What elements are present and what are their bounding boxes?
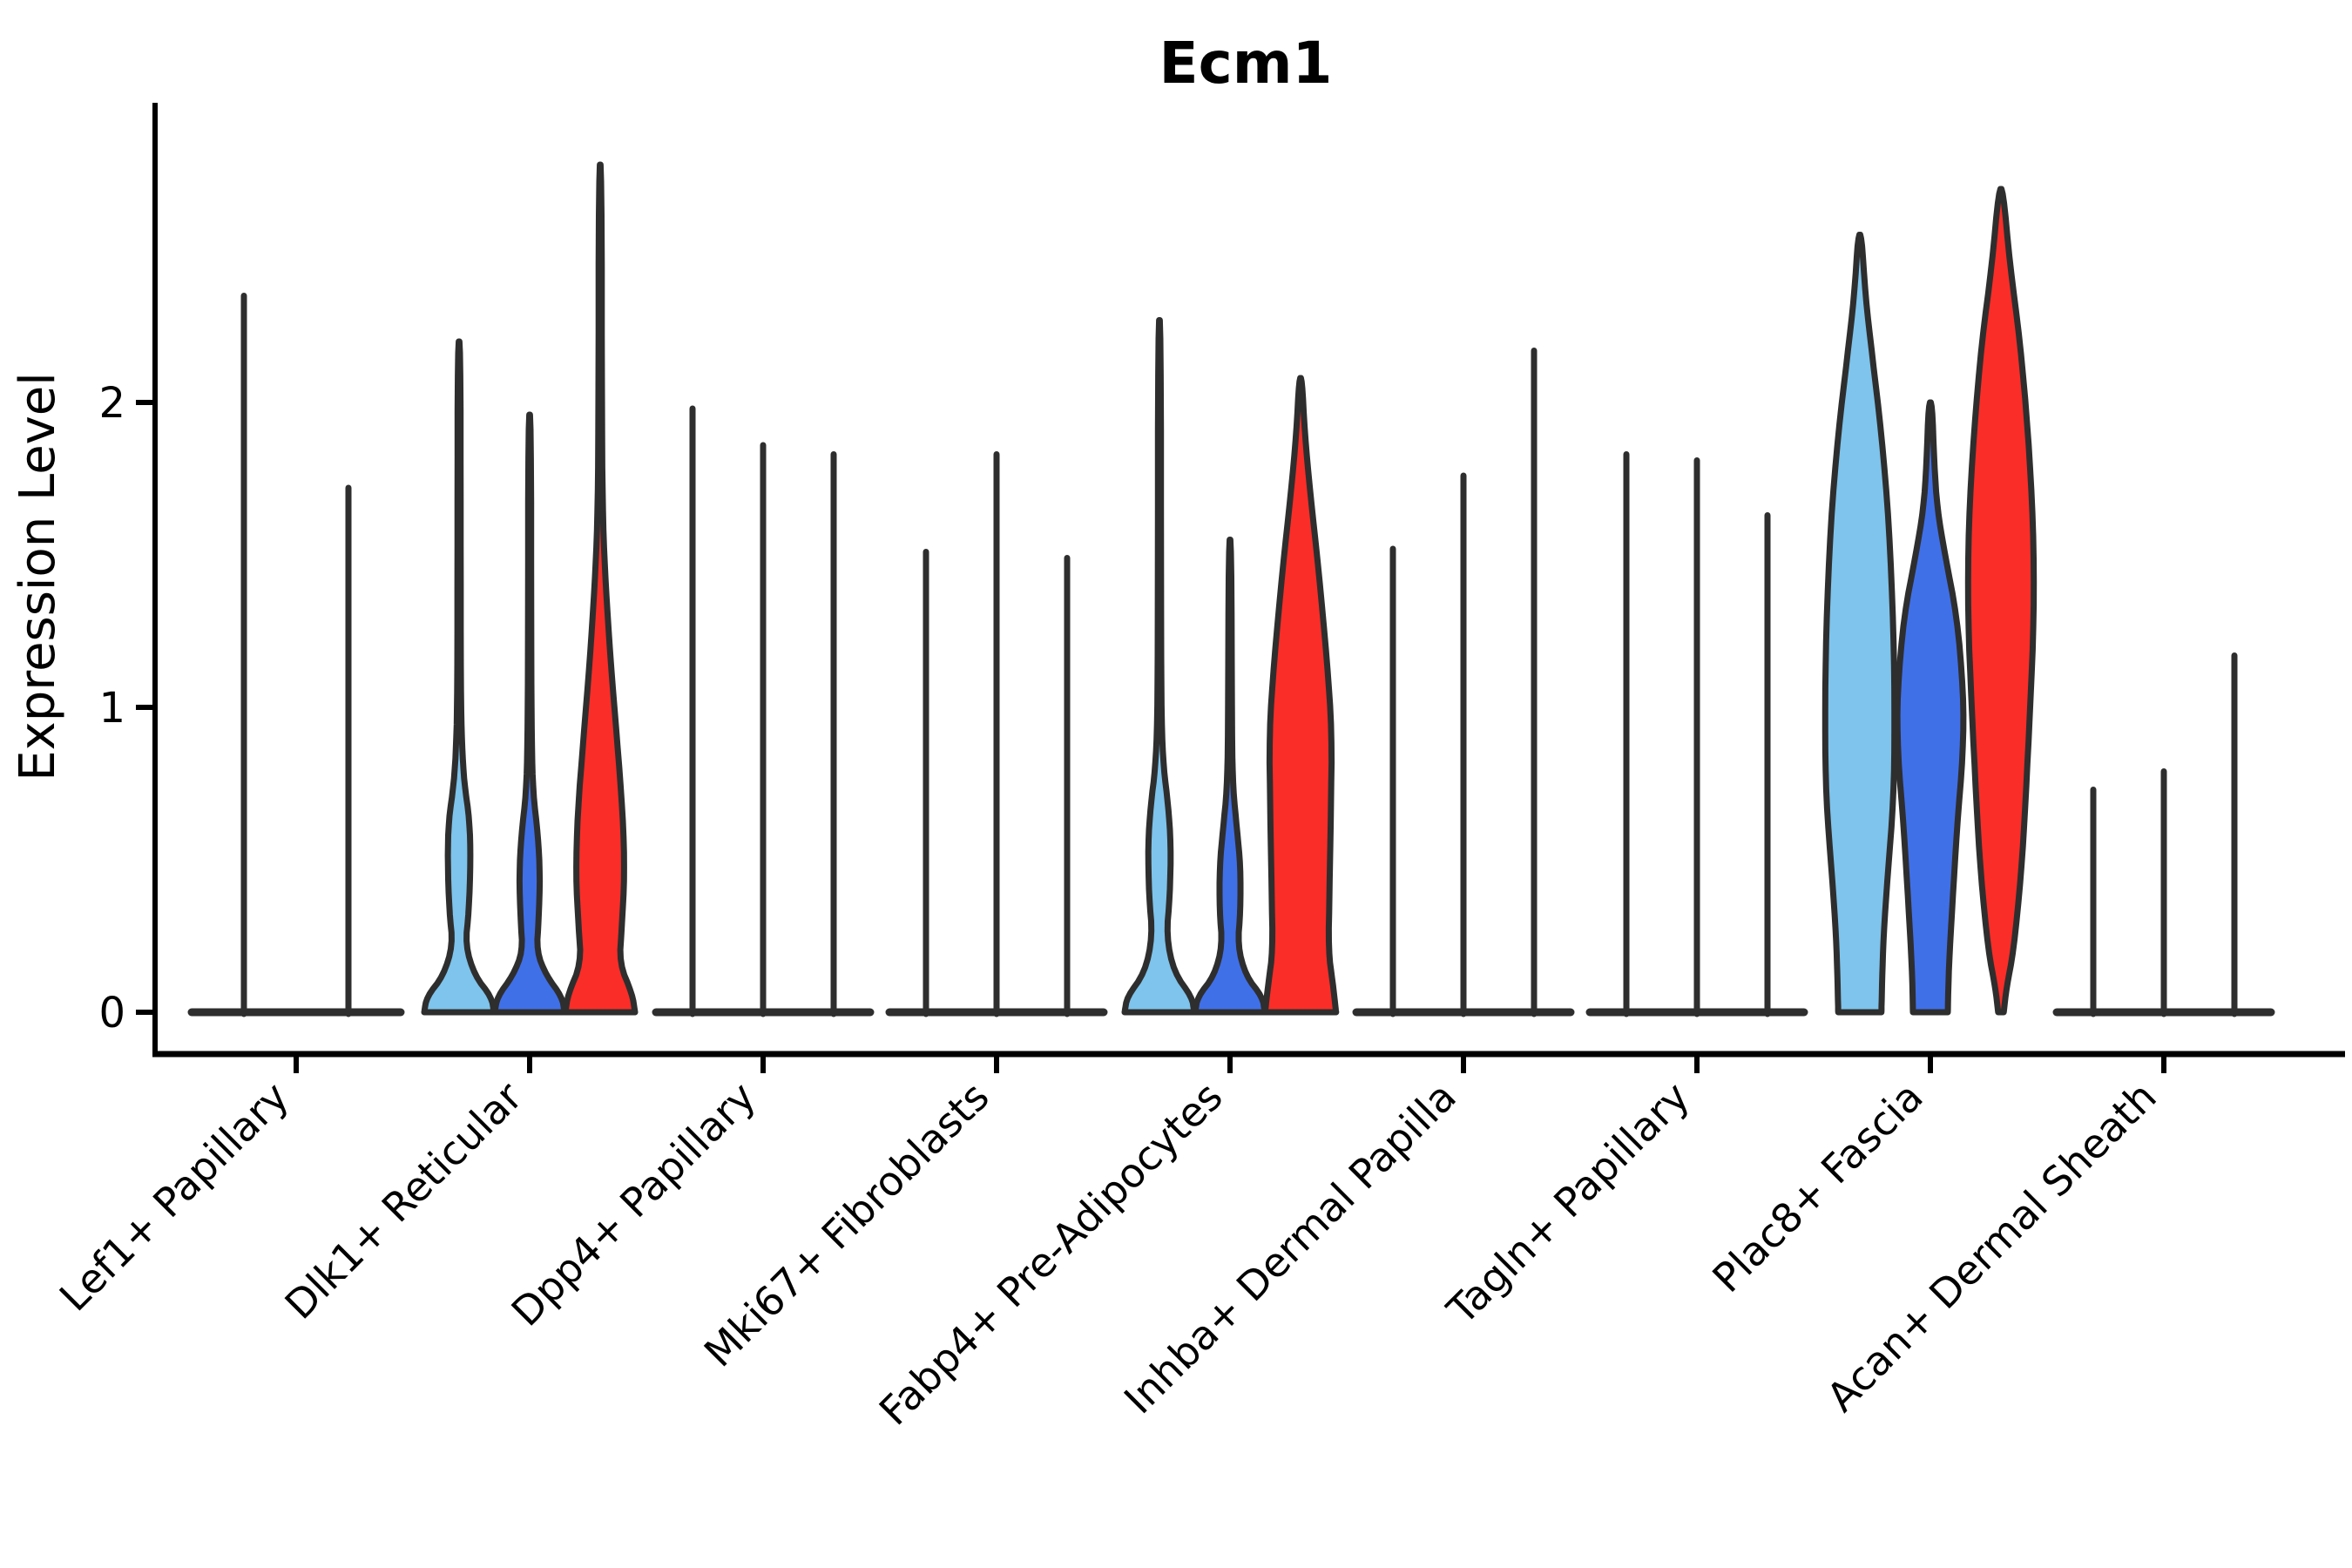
axes [136,103,2345,1073]
violin-body [1894,399,1967,1016]
x-category-label: Dlk1+ Reticular [276,1073,531,1328]
violin-body [1821,232,1898,1016]
y-tick-label: 2 [98,379,125,428]
y-tick-labels: 0 1 2 [98,379,125,1037]
violin-body [421,338,497,1016]
y-tick-label: 0 [98,989,125,1037]
x-category-label: Plac8+ Fascia [1703,1073,1931,1301]
x-category-label: Dpp4+ Papillary [503,1073,765,1335]
x-category-label: Lef1+ Papillary [51,1073,298,1321]
violin-body [1121,317,1198,1016]
x-category-label: Tagln+ Papillary [1437,1073,1699,1335]
violin-body [1964,186,2038,1016]
plot-title: Ecm1 [1159,30,1333,97]
violins [187,161,2275,1017]
violin-body [1192,537,1268,1016]
violin-body [562,161,639,1016]
violin-body [491,411,568,1016]
violin-body [1261,375,1340,1016]
y-axis-label: Expression Level [10,372,66,781]
y-tick-label: 1 [98,684,125,733]
